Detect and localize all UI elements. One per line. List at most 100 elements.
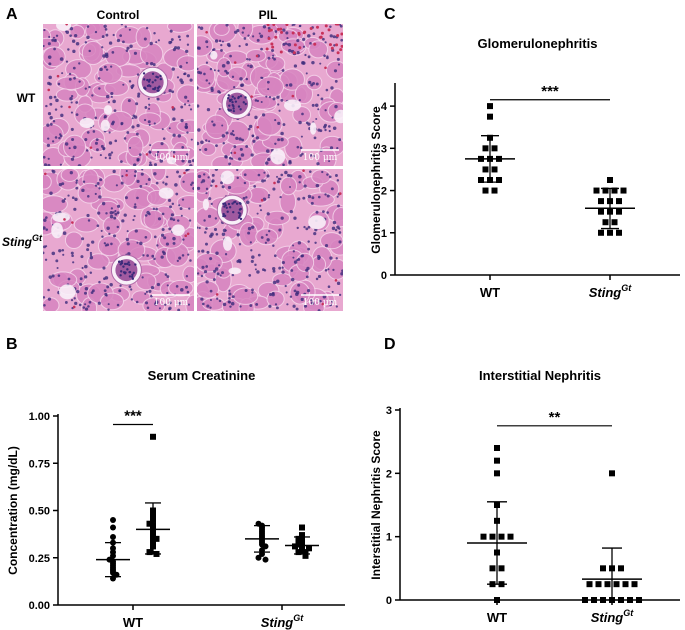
data-point: [487, 103, 493, 110]
chart-title: Glomerulonephritis: [478, 36, 598, 51]
chart-title: Serum Creatinine: [148, 368, 256, 383]
panel-letter: C: [384, 6, 396, 23]
data-point: [636, 597, 642, 603]
y-tick-label: 2: [381, 186, 387, 198]
data-point: [496, 177, 502, 183]
data-point: [600, 565, 606, 572]
data-point: [631, 581, 638, 588]
y-tick-label: 2: [386, 468, 392, 480]
data-point: [110, 516, 116, 523]
data-point: [110, 524, 116, 531]
x-tick-label: StingGt: [261, 613, 305, 630]
data-point: [146, 520, 153, 527]
y-tick-label: 0.00: [29, 600, 50, 612]
data-point: [611, 219, 618, 226]
y-tick-label: 1: [386, 532, 392, 544]
data-point: [593, 187, 600, 194]
data-point: [598, 208, 604, 215]
data-point: [153, 535, 160, 542]
data-point: [591, 597, 597, 603]
data-point: [302, 552, 309, 559]
row-header-stinggt: StingGt: [2, 233, 43, 249]
x-tick-label: WT: [123, 615, 143, 630]
data-point: [299, 524, 305, 531]
y-axis-label: Interstitial Nephritis Score: [369, 430, 383, 580]
data-point: [494, 457, 500, 464]
panel-a-letter: A: [6, 6, 18, 23]
data-point: [306, 545, 312, 552]
data-point: [582, 597, 588, 603]
y-tick-label: 0: [381, 270, 387, 282]
data-point: [613, 581, 620, 588]
data-point: [491, 145, 498, 152]
data-point: [620, 187, 627, 194]
panel-a: A Control PIL WT StingGt 100 μm 100 μm100…: [2, 6, 343, 311]
data-point: [482, 145, 489, 152]
data-point: [598, 229, 604, 236]
data-point: [491, 166, 498, 173]
x-tick-label: StingGt: [591, 608, 635, 625]
significance-label: **: [549, 409, 561, 426]
data-point: [480, 533, 487, 540]
scale-bar-label: 100 μm: [303, 298, 338, 308]
chart-title: Interstitial Nephritis: [479, 368, 601, 383]
data-point: [262, 543, 269, 550]
scale-bar-label: 100 μm: [154, 298, 189, 308]
data-point: [618, 565, 624, 572]
x-tick-label: WT: [487, 610, 507, 625]
significance-label: ***: [541, 83, 559, 100]
data-point: [295, 549, 302, 556]
data-point: [478, 177, 484, 183]
data-point: [627, 597, 633, 603]
y-tick-label: 0.50: [29, 506, 50, 518]
data-point: [292, 543, 298, 550]
data-point: [494, 597, 500, 603]
data-point: [611, 187, 618, 194]
scale-bar-label: 100 μm: [303, 153, 338, 163]
micrograph-stinggt-pil: 100 μm: [197, 169, 343, 311]
y-axis-label: Concentration (mg/dL): [6, 446, 20, 575]
micrograph-wt-pil: 100 μm: [197, 24, 343, 166]
y-tick-label: 1: [381, 228, 387, 240]
panel-letter: B: [6, 336, 18, 353]
x-tick-label: StingGt: [589, 283, 633, 300]
data-point: [150, 433, 156, 440]
data-point: [299, 532, 305, 539]
data-point: [491, 187, 498, 194]
panel-b-serum-creatinine-chart: B Serum Creatinine 0.00 0.25 0.50 0.75 1.00 Con…: [6, 336, 345, 630]
data-point: [507, 533, 514, 540]
micrograph-wt-control: 100 μm: [43, 24, 194, 166]
data-point: [595, 581, 602, 588]
data-point: [498, 533, 505, 540]
x-tick-label: WT: [480, 285, 500, 300]
data-point: [598, 198, 604, 205]
y-tick-label: 0.75: [29, 458, 50, 470]
micrograph-stinggt-control: 100 μm: [43, 169, 194, 311]
panel-c-glomerulonephritis-chart: C Glomerulonephritis 0 1 2 3 4Glomerulonephrit…: [369, 6, 680, 300]
data-point: [295, 541, 302, 548]
data-point: [607, 177, 613, 183]
y-tick-label: 1.00: [29, 411, 50, 423]
data-point: [482, 166, 489, 173]
column-header-control: Control: [97, 8, 140, 22]
y-axis-label: Glomerulonephritis Score: [369, 106, 383, 254]
data-point: [616, 229, 622, 236]
data-point: [602, 187, 609, 194]
micrograph-grid: 100 μm 100 μm 100 μm 100 μm: [43, 24, 343, 311]
y-tick-label: 4: [381, 101, 388, 113]
y-tick-label: 3: [386, 405, 392, 417]
y-tick-label: 0.25: [29, 553, 50, 565]
data-point: [487, 113, 493, 120]
data-point: [616, 198, 622, 205]
panel-d-interstitial-nephritis-chart: D Interstitial Nephritis 0 1 2 3 Interstitial …: [369, 336, 680, 625]
data-point: [489, 533, 496, 540]
data-point: [255, 554, 262, 561]
y-tick-label: 3: [381, 143, 387, 155]
data-point: [494, 470, 500, 477]
panel-letter: D: [384, 336, 396, 353]
data-point: [622, 581, 629, 588]
y-tick-label: 0: [386, 595, 392, 607]
data-point: [604, 581, 611, 588]
data-point: [262, 556, 269, 563]
